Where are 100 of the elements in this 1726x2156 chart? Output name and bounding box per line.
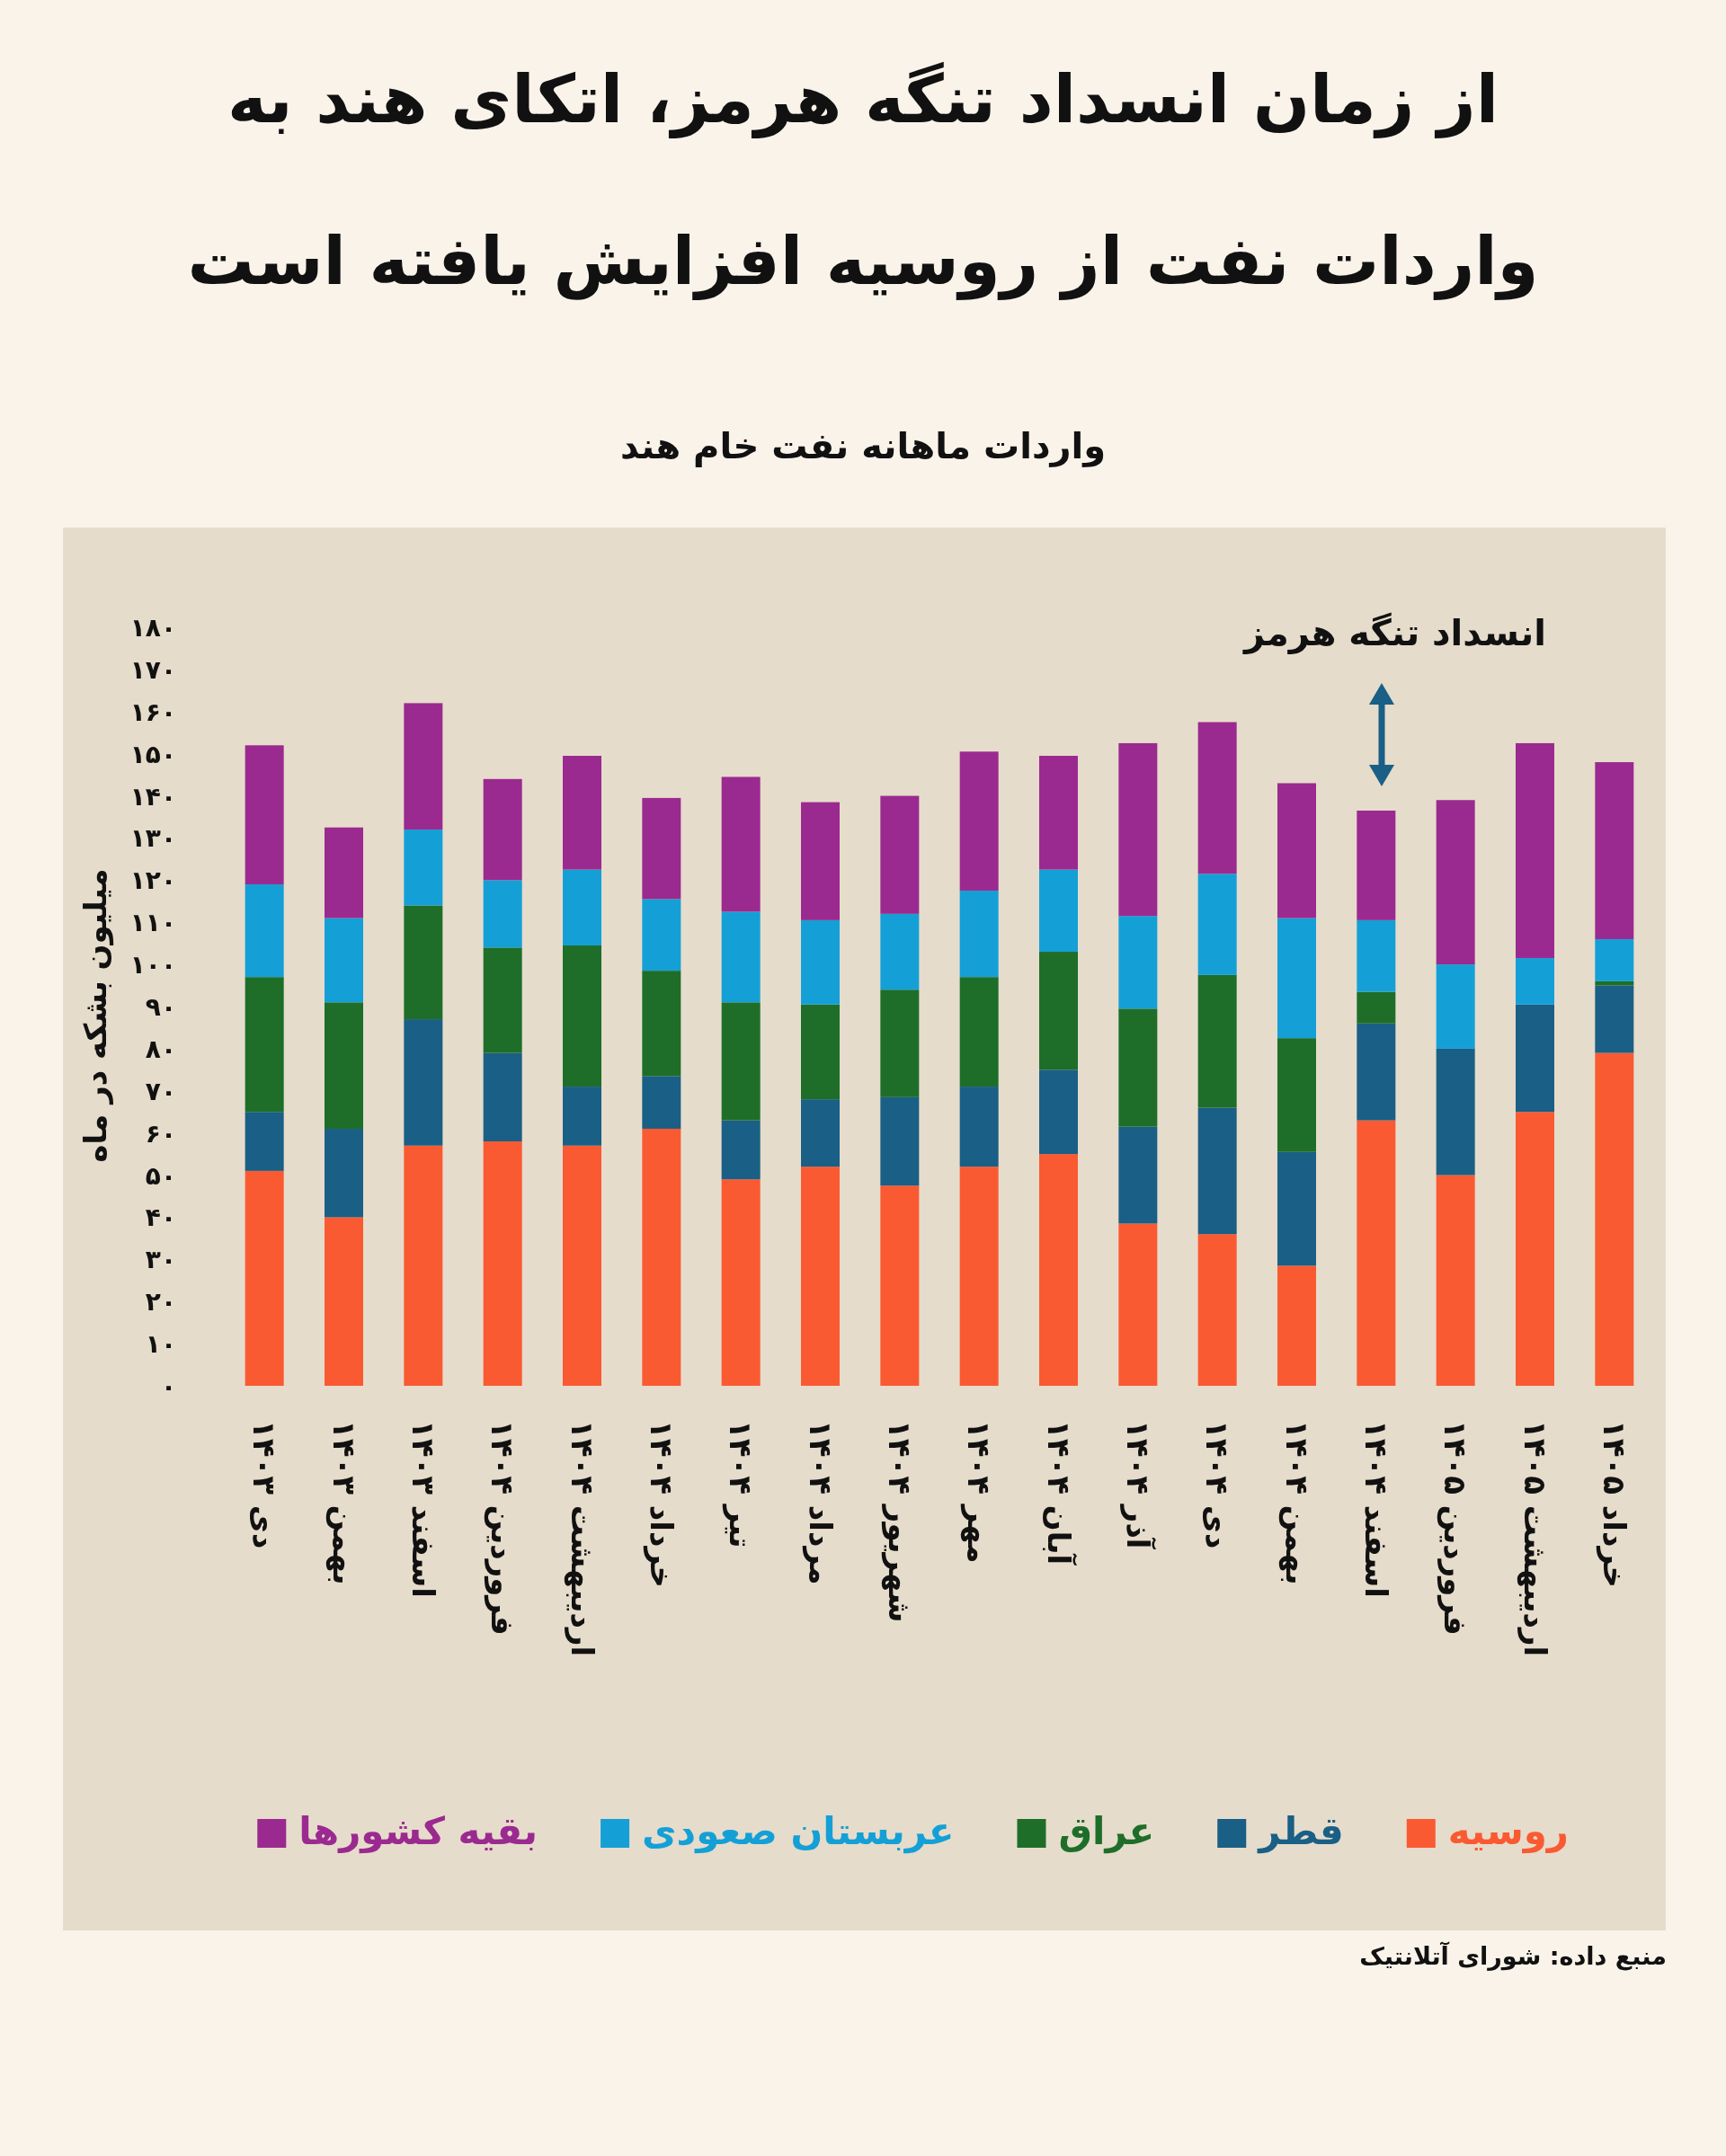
bar xyxy=(959,1087,999,1167)
legend-label: عربستان صعودی xyxy=(642,1809,955,1854)
bar xyxy=(483,880,522,948)
y-tick-label: ۱۶۰ xyxy=(129,696,176,727)
y-tick-label: ۷۰ xyxy=(145,1076,176,1106)
bar xyxy=(1197,974,1237,1108)
bar xyxy=(642,1128,681,1386)
x-tick-label: اردیبهشت ۱۴۰۴ xyxy=(563,1420,601,1657)
bar xyxy=(1118,742,1158,917)
x-tick-label: فروردین ۱۴۰۵ xyxy=(1437,1420,1474,1636)
bar xyxy=(1277,783,1316,918)
bar xyxy=(1516,1004,1554,1113)
bar xyxy=(801,802,840,920)
x-tick-label: مرداد ۱۴۰۴ xyxy=(801,1420,839,1585)
chart-title: از زمان انسداد تنگه هرمز، اتکای هند به واردات نفت از روسیه افزایش یافته است xyxy=(187,60,1539,299)
x-tick-label: فروردین ۱۴۰۴ xyxy=(484,1420,521,1636)
bar xyxy=(721,1179,761,1386)
y-tick-label: ۱۸۰ xyxy=(129,613,176,643)
bar xyxy=(1516,742,1554,959)
legend-label: روسیه xyxy=(1447,1809,1569,1854)
y-tick-label: ۴۰ xyxy=(145,1202,176,1233)
x-tick-label: خرداد ۱۴۰۴ xyxy=(642,1420,680,1589)
bar xyxy=(483,1052,522,1142)
y-tick-label: ۱۷۰ xyxy=(129,654,176,685)
y-tick-label: ۱۱۰ xyxy=(129,908,176,938)
bar xyxy=(404,830,443,906)
y-axis-title: میلیون بشکه در ماه xyxy=(77,868,114,1163)
bar xyxy=(1118,1008,1158,1127)
bar xyxy=(245,884,284,978)
bar xyxy=(880,795,920,914)
bar xyxy=(1357,1120,1396,1386)
bar xyxy=(642,899,681,972)
bar xyxy=(801,1167,840,1386)
x-tick-label: شهریور ۱۴۰۴ xyxy=(880,1420,918,1623)
bar xyxy=(642,1076,681,1129)
bar xyxy=(1516,1112,1554,1386)
x-tick-label: دی ۱۴۰۳ xyxy=(246,1420,283,1549)
bar xyxy=(1436,1175,1475,1386)
y-tick-label: ۵۰ xyxy=(145,1160,176,1191)
bar xyxy=(325,1128,363,1218)
bar xyxy=(1357,1023,1396,1121)
bar xyxy=(404,703,443,830)
bar xyxy=(1436,964,1475,1049)
bar xyxy=(1197,722,1237,874)
bar xyxy=(563,1087,601,1146)
bar xyxy=(1516,958,1554,1005)
x-tick-label: دی ۱۴۰۴ xyxy=(1199,1420,1236,1549)
bar xyxy=(1595,985,1634,1053)
bar xyxy=(563,1145,601,1386)
bar xyxy=(325,918,363,1003)
x-tick-label: بهمن ۱۴۰۳ xyxy=(325,1420,362,1585)
bar xyxy=(1197,874,1237,975)
bar xyxy=(1039,952,1078,1070)
bar xyxy=(404,1145,443,1386)
x-tick-label: اردیبهشت ۱۴۰۵ xyxy=(1516,1420,1553,1657)
bar xyxy=(1277,1038,1316,1152)
bar xyxy=(1277,918,1316,1039)
bar xyxy=(245,1112,284,1171)
bar xyxy=(245,977,284,1113)
y-tick-label: ۱۳۰ xyxy=(129,823,176,854)
bar xyxy=(563,756,601,870)
bar xyxy=(959,891,999,978)
bar xyxy=(959,977,999,1087)
bar xyxy=(325,827,363,918)
y-tick-label: ۱۴۰ xyxy=(129,781,176,812)
text: منبع داده: شورای آتلانتیک xyxy=(1359,1941,1667,1971)
y-tick-label: ۱۵۰ xyxy=(129,739,176,769)
bar xyxy=(721,1002,761,1121)
bar xyxy=(1118,916,1158,1009)
chart-subtitle: واردات ماهانه نفت خام هند xyxy=(619,425,1107,467)
bar xyxy=(880,989,920,1097)
bar xyxy=(1277,1151,1316,1266)
legend-label: بقیه کشورها xyxy=(298,1809,538,1854)
bar xyxy=(801,919,840,1005)
bar xyxy=(483,947,522,1053)
bar xyxy=(1357,810,1396,920)
bar xyxy=(1039,756,1078,870)
bar xyxy=(721,911,761,1003)
bar xyxy=(1595,938,1634,981)
bar xyxy=(483,1141,522,1386)
bar xyxy=(1039,1154,1078,1386)
bar xyxy=(1039,869,1078,953)
y-tick-label: ۱۰ xyxy=(145,1329,176,1360)
y-tick-label: ۰ xyxy=(160,1371,176,1401)
y-tick-label: ۱۰۰ xyxy=(129,950,176,980)
y-tick-label: ۱۲۰ xyxy=(129,865,176,896)
y-tick-label: ۹۰ xyxy=(145,992,176,1022)
bar xyxy=(483,778,522,881)
bar xyxy=(721,1120,761,1180)
bar xyxy=(1039,1069,1078,1155)
bar xyxy=(325,1217,363,1386)
legend-label: قطر xyxy=(1257,1809,1344,1854)
bar xyxy=(880,1185,920,1386)
bar xyxy=(245,1170,284,1386)
y-tick-label: ۳۰ xyxy=(145,1245,176,1275)
bar xyxy=(959,751,999,892)
x-tick-label: اسفند ۱۴۰۴ xyxy=(1357,1420,1394,1598)
bar xyxy=(1357,919,1396,992)
bar xyxy=(1436,1048,1475,1176)
bar xyxy=(1357,991,1396,1024)
